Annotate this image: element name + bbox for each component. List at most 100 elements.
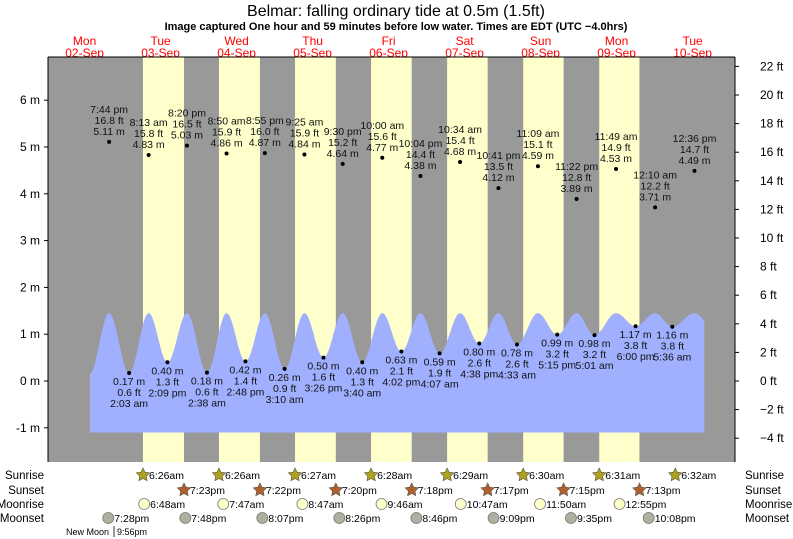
low-tide-label: 2:38 am bbox=[188, 398, 226, 410]
high-tide-point bbox=[653, 205, 658, 210]
sunset-time: 7:23pm bbox=[190, 485, 225, 497]
low-tide-label: 1.16 m bbox=[656, 330, 688, 342]
day-label: Mon bbox=[73, 34, 96, 48]
low-tide-label: 2.6 ft bbox=[468, 358, 491, 370]
low-tide-label: 1.9 ft bbox=[428, 367, 451, 379]
moonset-moon-icon bbox=[102, 512, 115, 524]
moonrise-moon-icon bbox=[296, 498, 309, 510]
high-tide-point bbox=[107, 139, 112, 144]
low-tide-label: 1.6 ft bbox=[312, 372, 335, 384]
high-tide-label: 4.68 m bbox=[444, 146, 476, 158]
moonrise-time: 12:55pm bbox=[626, 499, 667, 511]
high-tide-label: 15.1 ft bbox=[523, 139, 552, 151]
left-axis-tick-label: 6 m bbox=[20, 93, 40, 107]
low-tide-point bbox=[670, 324, 675, 329]
left-axis-tick-label: 4 m bbox=[20, 187, 40, 201]
low-tide-label: 2.6 ft bbox=[505, 358, 528, 370]
sunset-time: 7:17pm bbox=[494, 485, 529, 497]
low-tide-point bbox=[165, 360, 170, 365]
moonrise-time: 6:48am bbox=[150, 499, 185, 511]
right-axis-tick-label: 12 ft bbox=[760, 202, 784, 216]
high-tide-label: 10:34 am bbox=[438, 124, 482, 136]
low-tide-point bbox=[592, 333, 597, 338]
high-tide-label: 12:10 am bbox=[633, 169, 677, 181]
low-tide-point bbox=[360, 360, 365, 365]
low-tide-label: 0.50 m bbox=[307, 361, 339, 373]
high-tide-label: 11:22 pm bbox=[555, 161, 598, 173]
high-tide-label: 9:25 am bbox=[285, 116, 323, 128]
low-tide-label: 0.80 m bbox=[463, 347, 495, 359]
moonrise-moon-icon bbox=[217, 498, 230, 510]
low-tide-label: 0.18 m bbox=[191, 376, 223, 388]
low-tide-point bbox=[477, 341, 482, 346]
high-tide-label: 3.71 m bbox=[639, 191, 671, 203]
low-tide-label: 0.98 m bbox=[578, 338, 610, 350]
low-tide-label: 2:09 pm bbox=[148, 387, 186, 399]
sunset-star-icon bbox=[176, 482, 192, 497]
high-tide-label: 4.84 m bbox=[288, 138, 320, 150]
low-tide-point bbox=[633, 324, 638, 329]
left-axis-tick-label: 5 m bbox=[20, 140, 40, 154]
right-axis-tick-label: −2 ft bbox=[760, 403, 784, 417]
high-tide-point bbox=[496, 186, 501, 191]
left-axis-tick-label: 1 m bbox=[20, 327, 40, 341]
moonset-time: 8:46pm bbox=[422, 513, 457, 525]
moonset-moon-icon bbox=[642, 512, 655, 524]
low-tide-label: 3:40 am bbox=[343, 387, 381, 399]
high-tide-point bbox=[614, 166, 619, 171]
sunrise-star-icon bbox=[667, 467, 683, 482]
low-tide-label: 4:07 am bbox=[421, 378, 459, 390]
low-tide-label: 3.2 ft bbox=[546, 349, 569, 361]
high-tide-label: 4.59 m bbox=[522, 150, 554, 162]
high-tide-label: 4.53 m bbox=[600, 153, 632, 165]
right-axis-tick-label: −4 ft bbox=[760, 431, 784, 445]
high-tide-label: 4.38 m bbox=[404, 160, 436, 172]
low-tide-point bbox=[282, 366, 287, 371]
high-tide-label: 10:00 am bbox=[360, 120, 404, 132]
high-tide-label: 8:13 am bbox=[130, 117, 168, 129]
right-axis-tick-label: 8 ft bbox=[760, 260, 777, 274]
sunset-star-icon bbox=[328, 482, 344, 497]
low-tide-label: 2.1 ft bbox=[390, 366, 413, 378]
sunrise-star-icon bbox=[287, 467, 303, 482]
sunset-row-label: Sunset bbox=[8, 485, 45, 497]
high-tide-label: 15.8 ft bbox=[134, 128, 163, 140]
high-tide-label: 13.5 ft bbox=[484, 161, 513, 173]
sunset-star-icon bbox=[404, 482, 420, 497]
moonrise-row-label: Moonrise bbox=[0, 499, 44, 511]
day-label: Tue bbox=[150, 34, 171, 48]
moonset-row-label-right: Moonset bbox=[745, 513, 790, 525]
high-tide-point bbox=[262, 151, 267, 156]
high-tide-point bbox=[184, 143, 189, 148]
moonrise-moon-icon bbox=[138, 498, 151, 510]
moonset-row-label: Moonset bbox=[0, 513, 45, 525]
day-label: Sat bbox=[456, 34, 475, 48]
day-label: Tue bbox=[682, 34, 703, 48]
sunrise-star-icon bbox=[439, 467, 455, 482]
high-tide-label: 15.4 ft bbox=[445, 135, 474, 147]
low-tide-label: 0.63 m bbox=[385, 355, 417, 367]
low-tide-label: 1.3 ft bbox=[156, 376, 179, 388]
sunrise-time: 6:26am bbox=[225, 470, 260, 482]
left-axis-tick-label: 3 m bbox=[20, 234, 40, 248]
sunrise-time: 6:28am bbox=[377, 470, 412, 482]
moonset-time: 8:07pm bbox=[268, 513, 303, 525]
high-tide-point bbox=[458, 159, 463, 164]
moonset-time: 7:28pm bbox=[114, 513, 149, 525]
moonrise-time: 8:47am bbox=[308, 499, 343, 511]
high-tide-label: 11:49 am bbox=[595, 131, 638, 143]
high-tide-label: 7:44 pm bbox=[90, 104, 128, 116]
sunset-time: 7:18pm bbox=[418, 485, 453, 497]
right-axis-tick-label: 18 ft bbox=[760, 117, 784, 131]
moonset-moon-icon bbox=[487, 512, 500, 524]
right-axis-tick-label: 0 ft bbox=[760, 374, 777, 388]
high-tide-label: 16.8 ft bbox=[94, 115, 123, 127]
low-tide-point bbox=[515, 342, 520, 347]
high-tide-label: 15.9 ft bbox=[290, 127, 319, 139]
low-tide-point bbox=[204, 370, 209, 375]
sunrise-star-icon bbox=[211, 467, 227, 482]
high-tide-point bbox=[418, 174, 423, 179]
high-tide-label: 9:30 pm bbox=[324, 126, 362, 138]
sunrise-time: 6:32am bbox=[681, 470, 716, 482]
moon-phase-time: 9:56pm bbox=[117, 527, 147, 537]
